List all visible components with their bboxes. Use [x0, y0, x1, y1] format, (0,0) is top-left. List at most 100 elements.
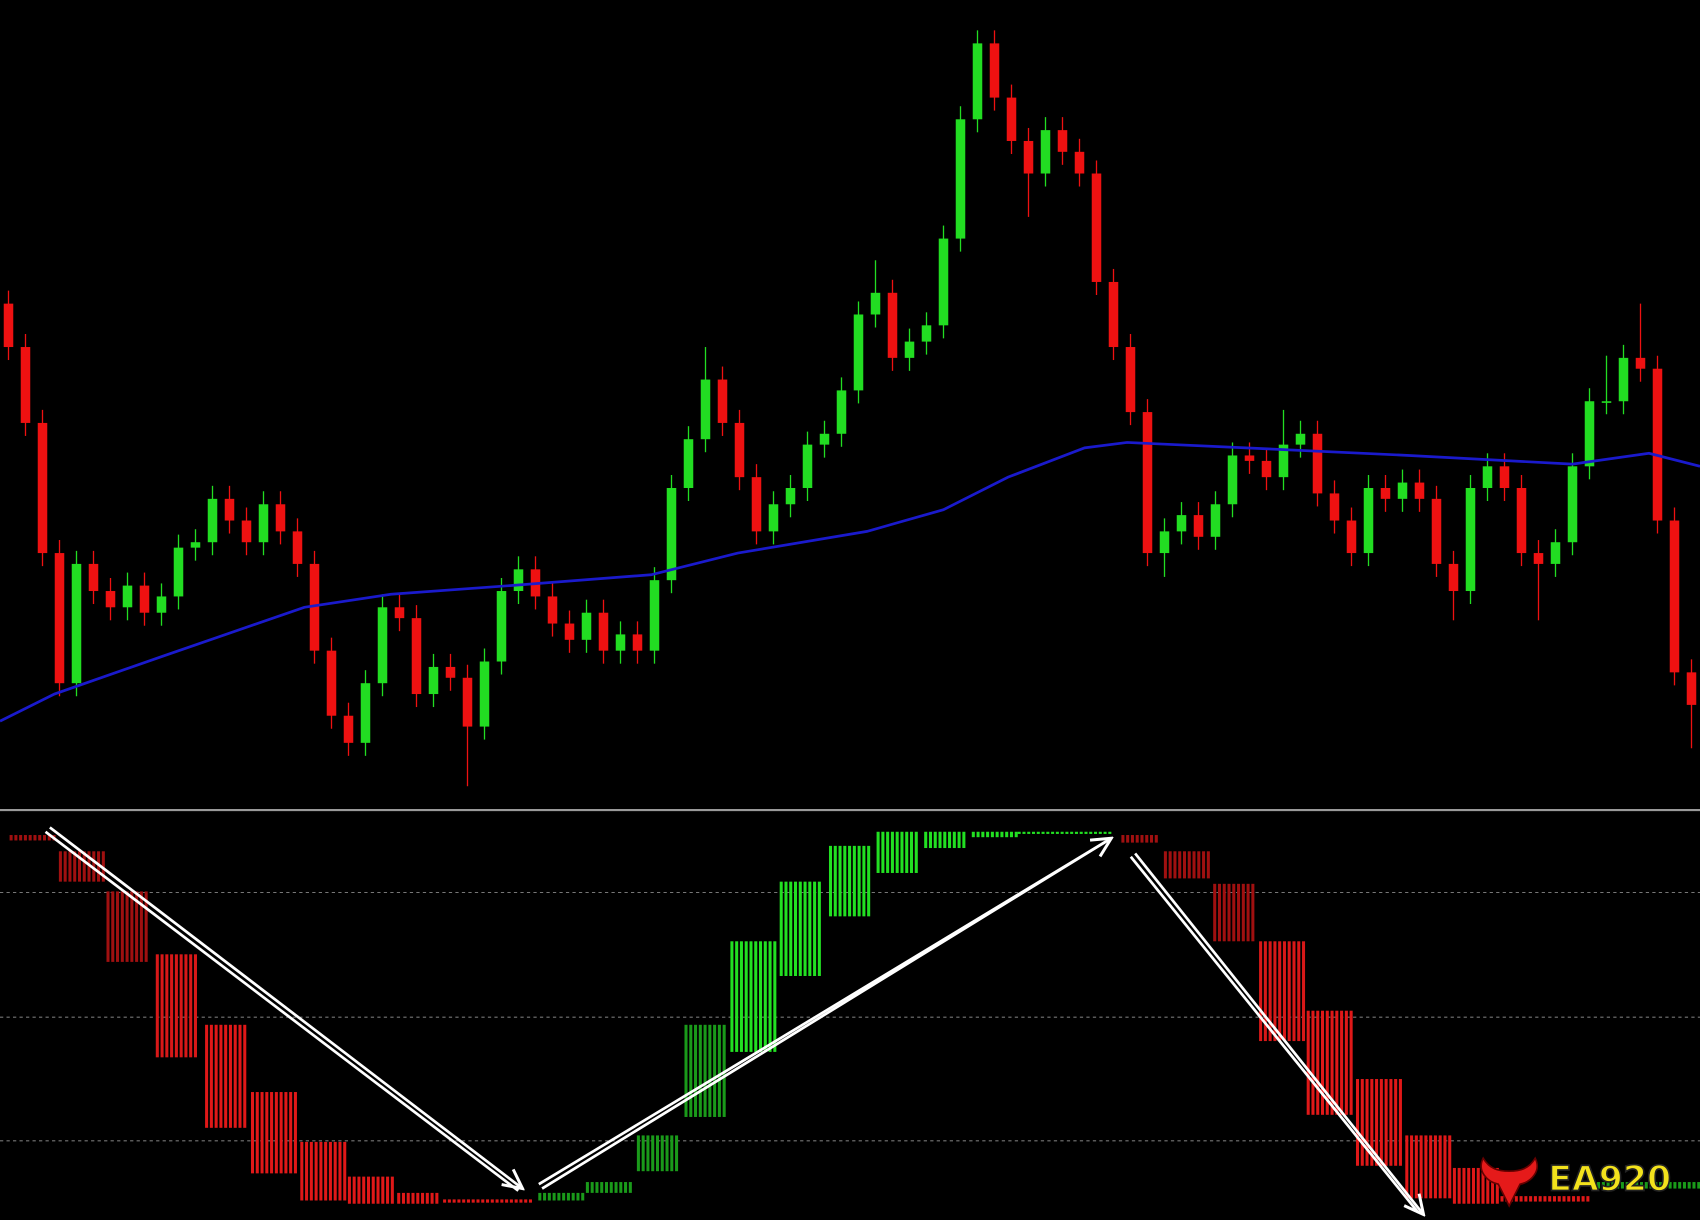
candle-body	[54, 553, 65, 684]
candle-body	[1227, 455, 1238, 505]
histogram-bar	[1084, 831, 1088, 834]
candle-body	[768, 504, 779, 532]
candle-body	[37, 422, 48, 554]
histogram-bar	[255, 1092, 259, 1174]
histogram-bar	[184, 954, 188, 1058]
histogram-bar	[557, 1192, 561, 1201]
histogram-bar	[895, 831, 899, 873]
histogram-bar	[1635, 1182, 1639, 1189]
histogram-bar	[779, 881, 783, 976]
histogram-bar	[730, 941, 734, 1052]
histogram-bar	[986, 831, 990, 838]
histogram-bar	[314, 1141, 318, 1201]
histogram-bar	[600, 1182, 604, 1193]
histogram-bar	[205, 1024, 209, 1128]
histogram-bar	[519, 1199, 523, 1203]
candle-body	[1091, 173, 1102, 282]
histogram-bar	[528, 1199, 532, 1203]
moving-average	[0, 441, 1700, 723]
histogram-bar	[1592, 1182, 1596, 1189]
histogram-bar	[1611, 1182, 1615, 1189]
histogram-bar	[1443, 1135, 1447, 1199]
histogram-bar	[1316, 1010, 1320, 1115]
histogram-bar	[590, 1182, 594, 1193]
histogram-bar	[803, 881, 807, 976]
histogram-bar	[1394, 1079, 1398, 1166]
histogram-bar	[265, 1092, 269, 1174]
histogram-bar	[401, 1192, 405, 1204]
histogram-bar	[943, 831, 947, 849]
histogram-bar	[250, 1092, 255, 1174]
candle-body	[1057, 130, 1068, 152]
histogram-bar	[505, 1199, 509, 1203]
histogram-bar	[660, 1135, 664, 1172]
histogram-bar	[990, 831, 994, 838]
histogram-bar	[174, 954, 178, 1058]
candle-body	[972, 43, 983, 120]
histogram-bar	[495, 1199, 499, 1203]
candle-body	[1346, 520, 1357, 554]
histogram-bar	[1135, 835, 1139, 843]
histogram-bar	[390, 1176, 394, 1204]
histogram-bar	[1692, 1182, 1696, 1189]
candle-body	[1669, 520, 1680, 673]
histogram-bar	[1246, 883, 1250, 942]
candle-body	[428, 666, 439, 695]
histogram-bar	[279, 1092, 283, 1174]
histogram-bar	[1163, 851, 1167, 879]
histogram-bar	[457, 1199, 461, 1203]
histogram-bar	[1576, 1196, 1580, 1202]
histogram-bar	[694, 1024, 698, 1117]
histogram-bar	[219, 1024, 223, 1128]
histogram-bar	[1678, 1182, 1682, 1189]
histogram-bar	[514, 1199, 518, 1203]
arrow-line	[1129, 855, 1420, 1214]
histogram-bar	[1237, 883, 1241, 942]
histogram-bar	[562, 1192, 566, 1201]
histogram-bar	[1089, 831, 1093, 834]
histogram-bar	[1365, 1079, 1369, 1166]
candle-body	[666, 488, 677, 581]
histogram-bar	[857, 845, 861, 917]
candle-body	[139, 585, 150, 613]
histogram-bar	[813, 881, 817, 976]
candle-body	[598, 612, 609, 651]
candle-body	[1550, 542, 1561, 564]
candle-body	[496, 591, 507, 662]
histogram-bar	[957, 831, 961, 849]
candle-body	[564, 623, 575, 640]
histogram-bar	[524, 1199, 528, 1203]
histogram-bar	[160, 954, 164, 1058]
histogram-bar	[1433, 1135, 1437, 1199]
histogram-bar	[1538, 1196, 1542, 1202]
histogram-bar	[1130, 835, 1134, 843]
histogram-bar	[1625, 1182, 1629, 1189]
histogram-bar	[1370, 1079, 1374, 1166]
candle-body	[1108, 281, 1119, 348]
arrow-up	[541, 838, 1111, 1190]
histogram-bar	[289, 1092, 293, 1174]
histogram-bar	[1325, 1010, 1329, 1115]
candle-body	[377, 607, 388, 684]
candle-body	[360, 683, 371, 743]
histogram-bar	[784, 881, 788, 976]
histogram-bar	[1306, 1010, 1310, 1115]
histogram-bar	[1197, 851, 1201, 879]
histogram-bar	[1103, 831, 1107, 834]
candle-body	[462, 677, 473, 727]
histogram-bar	[357, 1176, 361, 1204]
candle-body	[258, 504, 269, 543]
histogram-bar	[23, 835, 27, 841]
histogram-bar	[1041, 831, 1045, 834]
histogram-bar	[33, 835, 37, 841]
histogram-bar	[9, 835, 13, 841]
histogram-bar	[793, 881, 798, 976]
histogram-bar	[1649, 1182, 1653, 1189]
histogram-bar	[717, 1024, 721, 1117]
histogram-bar	[1330, 1010, 1334, 1115]
histogram-bar	[914, 831, 918, 873]
histogram-bar	[386, 1176, 390, 1204]
histogram-bar	[1360, 1079, 1364, 1166]
histogram-bar	[1335, 1010, 1339, 1115]
